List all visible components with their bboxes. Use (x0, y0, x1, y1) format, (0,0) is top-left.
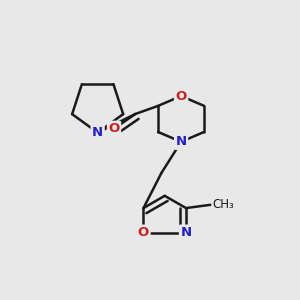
Text: CH₃: CH₃ (212, 198, 234, 211)
Text: O: O (176, 89, 187, 103)
Text: N: N (176, 135, 187, 148)
Text: N: N (92, 126, 103, 139)
Text: O: O (108, 122, 120, 135)
Text: N: N (180, 226, 191, 239)
Text: O: O (138, 226, 149, 239)
